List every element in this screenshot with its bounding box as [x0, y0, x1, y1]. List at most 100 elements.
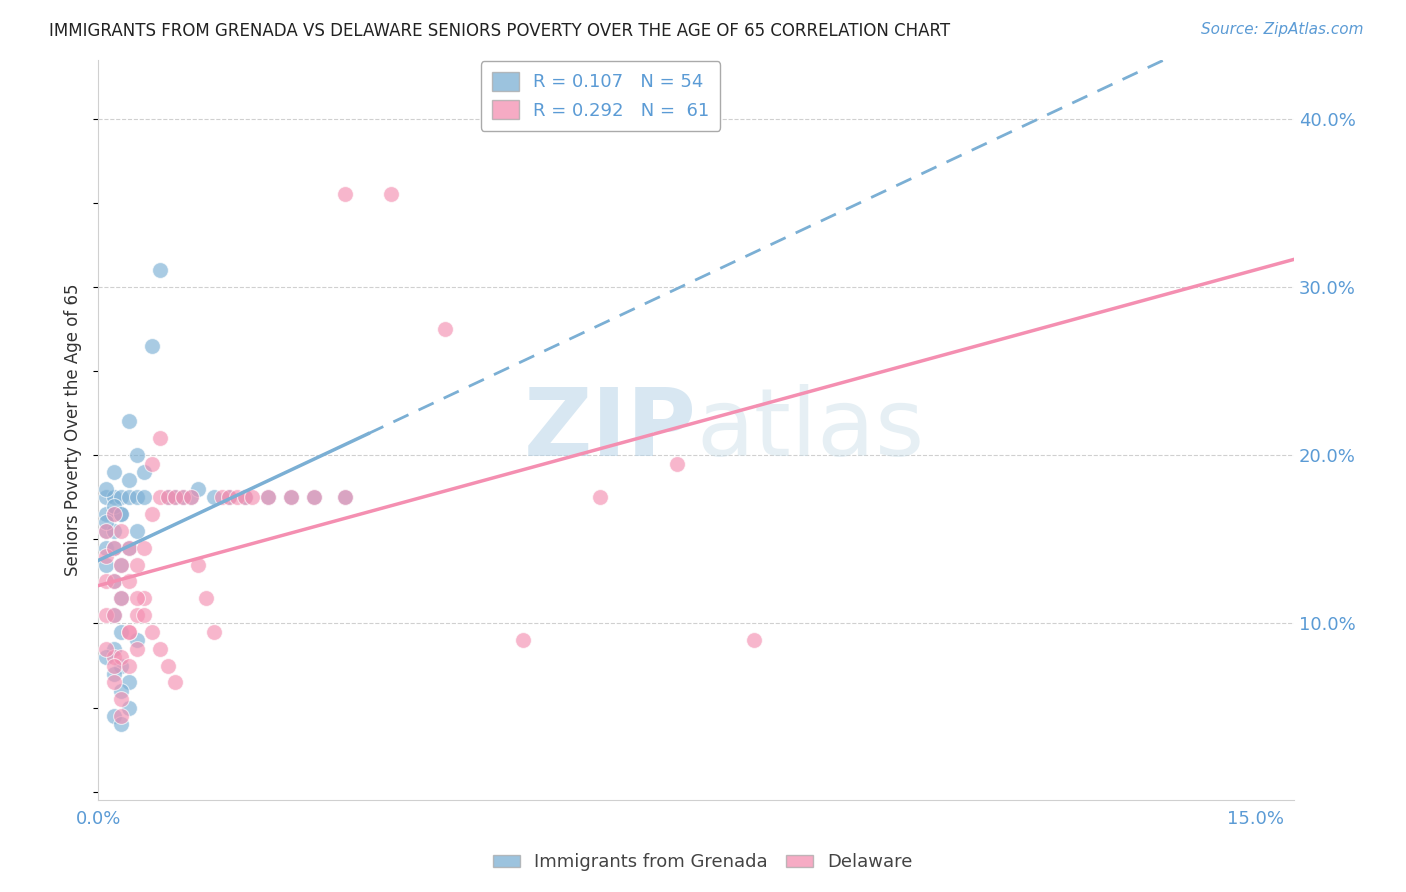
- Legend: Immigrants from Grenada, Delaware: Immigrants from Grenada, Delaware: [485, 847, 921, 879]
- Point: [110, 507, 132, 521]
- Point: [94, 524, 117, 538]
- Point: [94, 516, 117, 530]
- Point: [110, 624, 132, 639]
- Point: [742, 633, 765, 648]
- Point: [103, 541, 125, 555]
- Point: [125, 558, 148, 572]
- Point: [242, 490, 264, 504]
- Point: [125, 524, 148, 538]
- Point: [103, 675, 125, 690]
- Point: [187, 482, 209, 496]
- Point: [512, 633, 534, 648]
- Point: [280, 490, 302, 504]
- Point: [180, 490, 202, 504]
- Point: [103, 709, 125, 723]
- Point: [103, 574, 125, 589]
- Point: [94, 482, 117, 496]
- Point: [118, 624, 141, 639]
- Point: [226, 490, 249, 504]
- Point: [211, 490, 233, 504]
- Point: [118, 415, 141, 429]
- Point: [110, 683, 132, 698]
- Point: [125, 591, 148, 606]
- Point: [172, 490, 194, 504]
- Point: [172, 490, 194, 504]
- Point: [134, 591, 156, 606]
- Point: [149, 490, 172, 504]
- Point: [333, 187, 356, 202]
- Point: [218, 490, 240, 504]
- Point: [103, 524, 125, 538]
- Point: [103, 507, 125, 521]
- Point: [110, 650, 132, 665]
- Point: [110, 717, 132, 731]
- Point: [125, 633, 148, 648]
- Legend: R = 0.107   N = 54, R = 0.292   N =  61: R = 0.107 N = 54, R = 0.292 N = 61: [481, 62, 720, 130]
- Point: [94, 608, 117, 623]
- Point: [156, 490, 179, 504]
- Point: [110, 490, 132, 504]
- Point: [134, 465, 156, 479]
- Point: [103, 608, 125, 623]
- Point: [125, 608, 148, 623]
- Point: [110, 591, 132, 606]
- Point: [94, 524, 117, 538]
- Point: [110, 658, 132, 673]
- Point: [233, 490, 256, 504]
- Point: [280, 490, 302, 504]
- Point: [134, 608, 156, 623]
- Point: [94, 490, 117, 504]
- Point: [110, 692, 132, 706]
- Point: [94, 558, 117, 572]
- Point: [257, 490, 280, 504]
- Point: [333, 490, 356, 504]
- Point: [134, 541, 156, 555]
- Point: [118, 658, 141, 673]
- Point: [118, 574, 141, 589]
- Point: [302, 490, 325, 504]
- Point: [149, 641, 172, 656]
- Point: [118, 700, 141, 714]
- Text: atlas: atlas: [696, 384, 924, 476]
- Text: Source: ZipAtlas.com: Source: ZipAtlas.com: [1201, 22, 1364, 37]
- Point: [94, 541, 117, 555]
- Point: [149, 263, 172, 277]
- Point: [125, 641, 148, 656]
- Point: [103, 650, 125, 665]
- Point: [110, 558, 132, 572]
- Point: [380, 187, 402, 202]
- Point: [218, 490, 240, 504]
- Point: [302, 490, 325, 504]
- Point: [141, 339, 163, 353]
- Point: [110, 558, 132, 572]
- Point: [125, 448, 148, 462]
- Point: [156, 490, 179, 504]
- Point: [187, 558, 209, 572]
- Point: [589, 490, 612, 504]
- Point: [202, 624, 225, 639]
- Point: [110, 709, 132, 723]
- Point: [125, 490, 148, 504]
- Point: [165, 490, 187, 504]
- Point: [103, 499, 125, 513]
- Point: [103, 641, 125, 656]
- Point: [118, 541, 141, 555]
- Point: [118, 490, 141, 504]
- Point: [134, 490, 156, 504]
- Point: [118, 624, 141, 639]
- Y-axis label: Seniors Poverty Over the Age of 65: Seniors Poverty Over the Age of 65: [65, 284, 82, 576]
- Point: [94, 650, 117, 665]
- Point: [165, 490, 187, 504]
- Point: [202, 490, 225, 504]
- Point: [195, 591, 218, 606]
- Point: [665, 457, 688, 471]
- Text: ZIP: ZIP: [523, 384, 696, 476]
- Point: [165, 675, 187, 690]
- Point: [94, 507, 117, 521]
- Point: [118, 474, 141, 488]
- Point: [149, 431, 172, 445]
- Point: [94, 641, 117, 656]
- Point: [94, 574, 117, 589]
- Point: [180, 490, 202, 504]
- Point: [110, 507, 132, 521]
